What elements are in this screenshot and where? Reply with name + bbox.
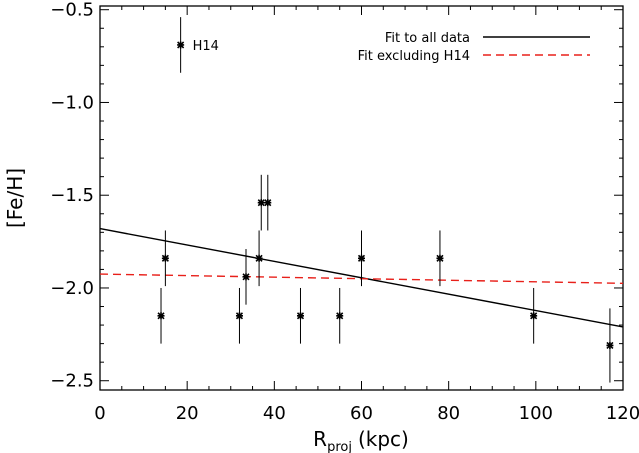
data-points: H14 — [157, 17, 614, 383]
y-tick-label: −1.0 — [50, 92, 94, 113]
x-tick-label: 120 — [606, 403, 639, 424]
data-point — [242, 273, 250, 281]
data-point — [530, 312, 538, 320]
axis-ticks: 0 20 40 60 80 100 120 −2.5 −2.0 −1.5 −1.0 −0.5 — [50, 0, 639, 424]
x-axis-label-main: R — [313, 427, 327, 451]
x-tick-label: 80 — [437, 403, 460, 424]
data-point — [336, 312, 344, 320]
data-point — [157, 312, 165, 320]
point-label: H14 — [193, 39, 219, 54]
y-tick-label: −2.5 — [50, 371, 94, 392]
data-point — [357, 254, 366, 262]
data-point — [177, 41, 185, 49]
data-point — [235, 312, 244, 320]
data-point — [606, 341, 614, 350]
data-point — [257, 199, 265, 207]
legend-label: Fit to all data — [385, 31, 470, 46]
data-point — [436, 254, 444, 262]
x-tick-label: 100 — [519, 403, 553, 424]
y-axis-label: [Fe/H] — [3, 168, 27, 228]
y-tick-label: −1.5 — [50, 185, 94, 206]
x-axis-label-unit: (kpc) — [358, 427, 409, 451]
legend: Fit to all data Fit excluding H14 — [358, 31, 590, 64]
x-tick-label: 0 — [94, 403, 105, 424]
x-tick-label: 40 — [263, 403, 286, 424]
data-point — [296, 312, 305, 320]
x-axis-label-subscript: proj — [327, 440, 352, 453]
data-point — [264, 199, 272, 207]
x-tick-label: 60 — [350, 403, 373, 424]
y-tick-label: −0.5 — [50, 0, 94, 21]
legend-label: Fit excluding H14 — [358, 49, 470, 64]
data-point — [255, 254, 263, 262]
data-point — [161, 254, 169, 262]
x-tick-label: 20 — [176, 403, 199, 424]
y-tick-label: −2.0 — [50, 278, 94, 299]
x-axis-label: Rproj (kpc) — [313, 427, 409, 453]
